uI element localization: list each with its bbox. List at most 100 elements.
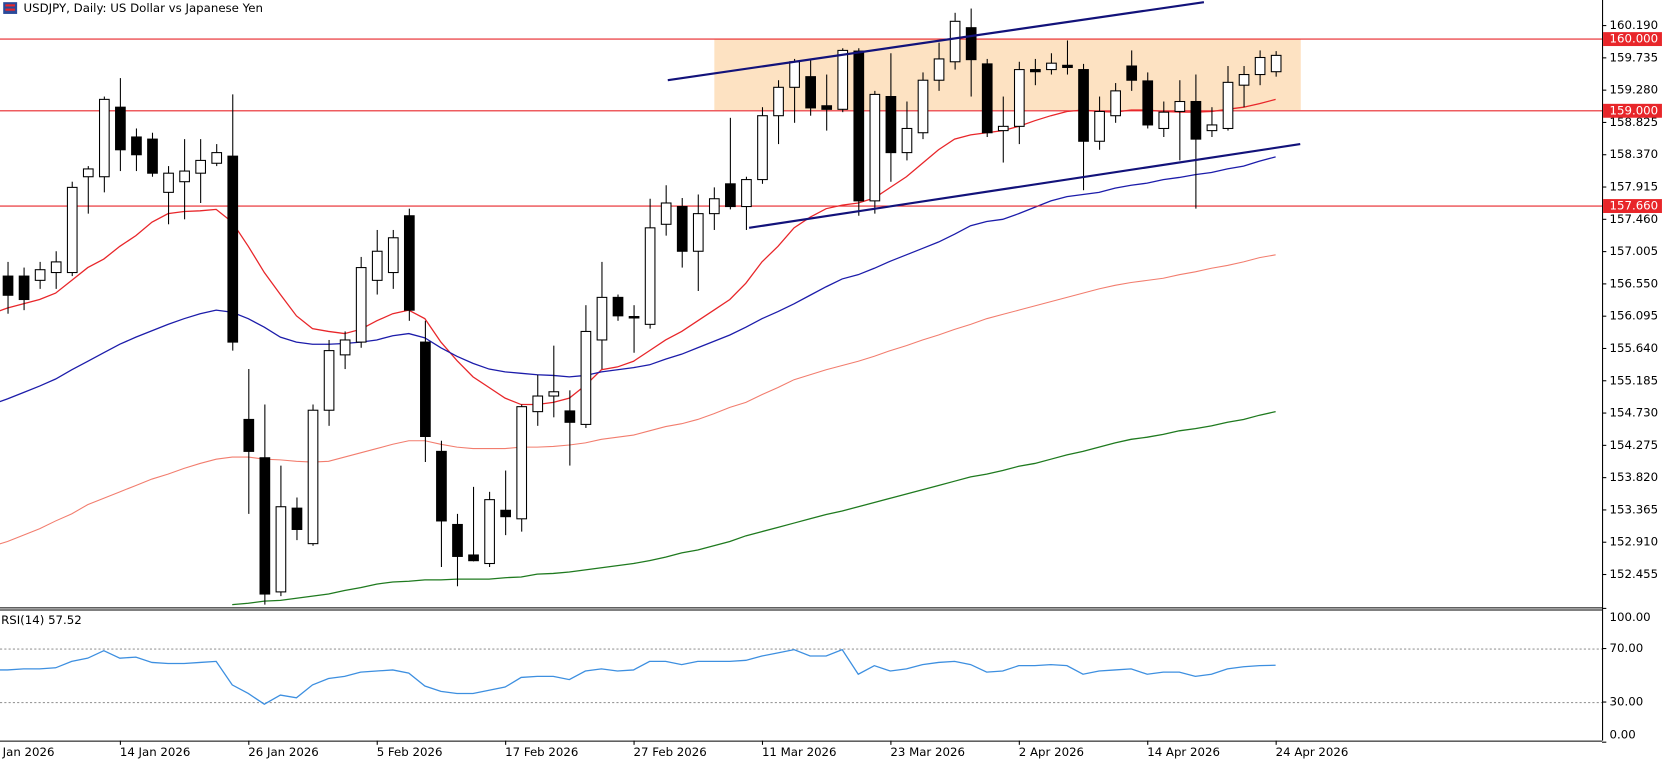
candle-body: [420, 341, 431, 438]
candle-body: [211, 152, 223, 164]
x-tick-label: 5 Feb 2026: [377, 745, 443, 759]
trend-line: [667, 1, 1205, 82]
candle-body: [1270, 54, 1282, 73]
price-level-label: 159.000: [1610, 103, 1659, 117]
candle-body: [757, 115, 768, 181]
candle-body: [403, 215, 415, 311]
candle-body: [789, 61, 800, 88]
candle-body: [371, 250, 383, 281]
x-tick-label: 26 Jan 2026: [248, 745, 319, 759]
y-tick-label: 155.640: [1610, 341, 1659, 355]
candle-body: [1078, 69, 1089, 142]
y-tick-label: 70.00: [1610, 641, 1644, 655]
candle-body: [98, 98, 110, 178]
x-tick-label: 14 Apr 2026: [1147, 745, 1220, 759]
y-tick-label: 156.550: [1610, 276, 1659, 290]
candle-body: [1254, 56, 1266, 76]
x-tick-label: 23 Mar 2026: [890, 745, 965, 759]
candle-body: [564, 410, 576, 423]
candle-body: [468, 554, 479, 562]
rsi-line: [0, 648, 1276, 705]
price-plot: [0, 1, 1603, 606]
candle-body: [933, 58, 945, 81]
candle-body: [66, 186, 78, 274]
candle-body: [644, 227, 656, 325]
candle-body: [853, 50, 865, 202]
price-level-label: 160.000: [1610, 32, 1659, 46]
candle-body: [195, 159, 207, 174]
candle-body: [949, 20, 961, 63]
candle-body: [821, 105, 833, 110]
candle-body: [275, 506, 287, 593]
y-tick-label: 0.00: [1610, 728, 1636, 742]
candle-body: [1222, 81, 1234, 130]
candle-body: [2, 275, 14, 296]
moving-average: [0, 156, 1276, 403]
candle-body: [339, 339, 351, 356]
candle-body: [692, 213, 704, 252]
candle-body: [387, 237, 399, 274]
y-tick-label: 157.005: [1610, 244, 1659, 258]
resistance-zone: [714, 39, 1301, 111]
y-tick-label: 155.185: [1610, 373, 1659, 387]
y-tick-label: 30.00: [1610, 695, 1644, 709]
x-tick-label: 14 Jan 2026: [120, 745, 191, 759]
candle-body: [869, 93, 881, 202]
candle-body: [18, 275, 30, 301]
candle-body: [179, 170, 190, 183]
y-tick-label: 154.730: [1610, 406, 1659, 420]
x-tick-label: 2 Apr 2026: [1019, 745, 1084, 759]
y-tick-label: 157.915: [1610, 180, 1659, 194]
moving-average: [232, 411, 1276, 606]
candle-body: [596, 296, 608, 341]
candle-body: [484, 499, 495, 565]
candle-body: [548, 391, 560, 397]
candle-body: [805, 76, 816, 109]
symbol-icon: [5, 4, 15, 7]
price-level-tag: [1603, 32, 1662, 47]
candle-body: [243, 418, 255, 452]
price-level-tag: [1603, 199, 1662, 213]
candle-body: [1126, 65, 1138, 81]
candle-body: [323, 350, 335, 411]
y-tick-label: 153.820: [1610, 470, 1659, 484]
candle-body: [580, 330, 592, 425]
candle-body: [917, 79, 929, 134]
candle-body: [532, 395, 544, 413]
candle-body: [1062, 64, 1073, 68]
candle-body: [1174, 100, 1186, 112]
candle-body: [1013, 69, 1025, 127]
candle-body: [50, 261, 62, 274]
candle-body: [741, 179, 752, 208]
candle-body: [436, 450, 447, 522]
candle-body: [628, 316, 640, 319]
x-tick-label: 17 Feb 2026: [505, 745, 578, 759]
symbol-icon: [3, 2, 18, 14]
candle-body: [837, 49, 849, 110]
x-tick-label: 11 Mar 2026: [762, 745, 837, 759]
y-tick-label: 157.460: [1610, 212, 1659, 226]
candle-body: [708, 198, 720, 215]
y-tick-label: 158.825: [1610, 115, 1659, 129]
candle-body: [259, 457, 271, 595]
rsi-title: RSI(14) 57.52: [1, 613, 82, 627]
candle-body: [725, 183, 736, 208]
candle-body: [981, 63, 993, 134]
candle-body: [1110, 90, 1121, 117]
candle-body: [500, 509, 511, 518]
y-tick-label: 153.365: [1610, 502, 1659, 516]
candle-body: [660, 202, 672, 225]
candle-body: [147, 138, 158, 174]
candle-body: [291, 507, 303, 530]
y-tick-label: 158.370: [1610, 147, 1659, 161]
candle-body: [115, 106, 126, 151]
candle-body: [1190, 100, 1202, 140]
y-tick-label: 100.00: [1610, 610, 1651, 624]
candle-body: [355, 267, 367, 343]
chart-title: USDJPY, Daily: US Dollar vs Japanese Yen: [24, 1, 263, 15]
y-tick-label: 156.095: [1610, 309, 1659, 323]
y-tick-label: 160.190: [1610, 18, 1659, 32]
candle-body: [1206, 124, 1218, 132]
